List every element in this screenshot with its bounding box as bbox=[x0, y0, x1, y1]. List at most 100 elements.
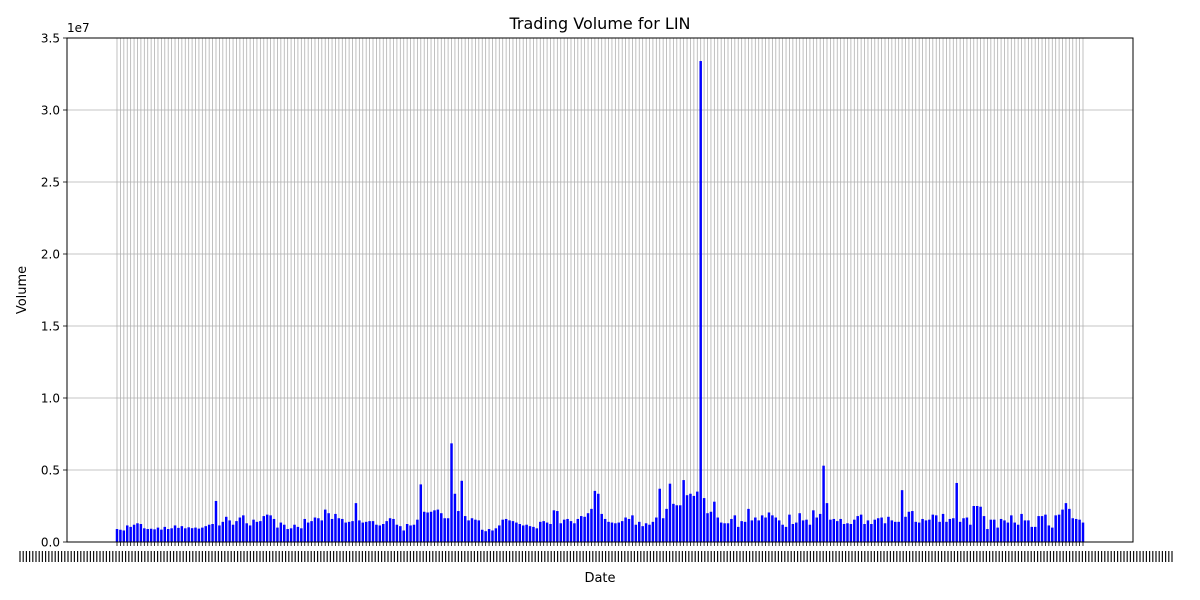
volume-bar bbox=[907, 511, 911, 542]
volume-bar bbox=[982, 516, 986, 542]
volume-bar bbox=[504, 518, 508, 542]
volume-bar bbox=[958, 521, 962, 542]
volume-bar bbox=[836, 521, 839, 542]
volume-bar bbox=[487, 529, 491, 542]
volume-bar bbox=[948, 518, 952, 542]
volume-bar bbox=[771, 515, 774, 542]
volume-bar bbox=[986, 529, 989, 542]
volume-bar bbox=[931, 514, 935, 542]
volume-bar bbox=[173, 525, 177, 542]
volume-bar bbox=[805, 519, 808, 542]
volume-bar bbox=[412, 524, 416, 542]
volume-bar bbox=[822, 465, 825, 542]
volume-bar bbox=[446, 518, 450, 542]
volume-bar bbox=[207, 524, 211, 542]
volume-bar bbox=[866, 520, 870, 542]
volume-bar bbox=[300, 528, 303, 542]
volume-bar bbox=[617, 522, 621, 542]
volume-bar bbox=[1061, 509, 1064, 542]
volume-bar bbox=[498, 525, 501, 542]
volume-bar bbox=[941, 513, 945, 542]
volume-bar bbox=[1068, 508, 1071, 542]
volume-bar bbox=[682, 480, 685, 542]
volume-bar bbox=[955, 482, 958, 542]
volume-bar bbox=[808, 524, 812, 542]
volume-bar bbox=[149, 528, 153, 542]
volume-bar bbox=[276, 527, 279, 542]
volume-bar bbox=[242, 515, 245, 542]
volume-bar bbox=[767, 512, 771, 542]
volume-bar bbox=[911, 511, 914, 542]
volume-bar bbox=[610, 522, 614, 542]
volume-bar bbox=[385, 521, 388, 542]
volume-bar bbox=[126, 525, 129, 542]
volume-bar bbox=[1044, 514, 1047, 542]
volume-bar bbox=[747, 508, 750, 542]
volume-bar bbox=[989, 519, 993, 542]
volume-bar bbox=[334, 513, 337, 542]
volume-bar bbox=[699, 61, 702, 542]
volume-bar bbox=[607, 521, 610, 542]
grid-layer bbox=[67, 37, 1133, 543]
volume-bar bbox=[402, 530, 405, 542]
volume-bar bbox=[539, 521, 542, 542]
volume-bar bbox=[1037, 516, 1040, 542]
volume-bar bbox=[416, 519, 419, 542]
volume-bar bbox=[784, 526, 788, 542]
volume-bar bbox=[405, 524, 409, 542]
volume-bar bbox=[521, 525, 525, 542]
chart-title: Trading Volume for LIN bbox=[508, 14, 690, 33]
volume-bar bbox=[354, 503, 358, 542]
volume-bar bbox=[716, 517, 719, 542]
y-tick-label: 1.5 bbox=[41, 320, 60, 334]
volume-bar bbox=[1047, 525, 1051, 542]
y-tick-label: 3.5 bbox=[41, 32, 60, 46]
volume-bar bbox=[375, 524, 378, 542]
volume-bar bbox=[740, 521, 743, 542]
volume-bar bbox=[559, 523, 562, 542]
volume-bar bbox=[928, 519, 931, 542]
volume-bar bbox=[569, 521, 573, 542]
volume-bar bbox=[566, 518, 569, 542]
volume-bar bbox=[166, 529, 170, 542]
volume-bar bbox=[535, 528, 539, 542]
volume-bar bbox=[170, 528, 173, 542]
volume-bar bbox=[812, 510, 815, 542]
volume-bar bbox=[296, 526, 300, 542]
volume-bar bbox=[388, 518, 392, 542]
volume-bar bbox=[201, 527, 204, 542]
volume-bar bbox=[378, 525, 382, 542]
volume-bar bbox=[1054, 515, 1057, 542]
volume-bar bbox=[760, 515, 764, 542]
volume-bar bbox=[631, 515, 634, 542]
volume-bar bbox=[518, 524, 522, 542]
volume-bar bbox=[323, 509, 327, 542]
volume-bar bbox=[1051, 527, 1054, 542]
volume-bar bbox=[853, 519, 856, 542]
volume-bar bbox=[525, 524, 528, 542]
volume-bar bbox=[972, 506, 975, 542]
volume-bar bbox=[996, 527, 999, 542]
volume-bar bbox=[815, 517, 818, 542]
volume-bar bbox=[225, 516, 228, 542]
volume-bar bbox=[279, 522, 283, 542]
volume-bar bbox=[163, 526, 167, 542]
volume-bar bbox=[945, 521, 948, 542]
volume-bar bbox=[1023, 520, 1027, 542]
volume-bar bbox=[248, 525, 252, 542]
volume-bar bbox=[842, 524, 846, 542]
volume-bar bbox=[597, 493, 600, 542]
volume-bar bbox=[1016, 524, 1020, 542]
volume-bar bbox=[115, 529, 119, 542]
volume-bar bbox=[750, 520, 754, 542]
volume-bar bbox=[327, 513, 330, 542]
volume-bar bbox=[146, 529, 149, 542]
volume-bar bbox=[887, 516, 890, 542]
volume-bar bbox=[644, 523, 648, 542]
volume-bar bbox=[706, 513, 709, 542]
volume-bar bbox=[184, 528, 187, 542]
volume-bar bbox=[491, 530, 494, 542]
volume-bar bbox=[293, 524, 296, 542]
volume-bar bbox=[211, 524, 214, 542]
